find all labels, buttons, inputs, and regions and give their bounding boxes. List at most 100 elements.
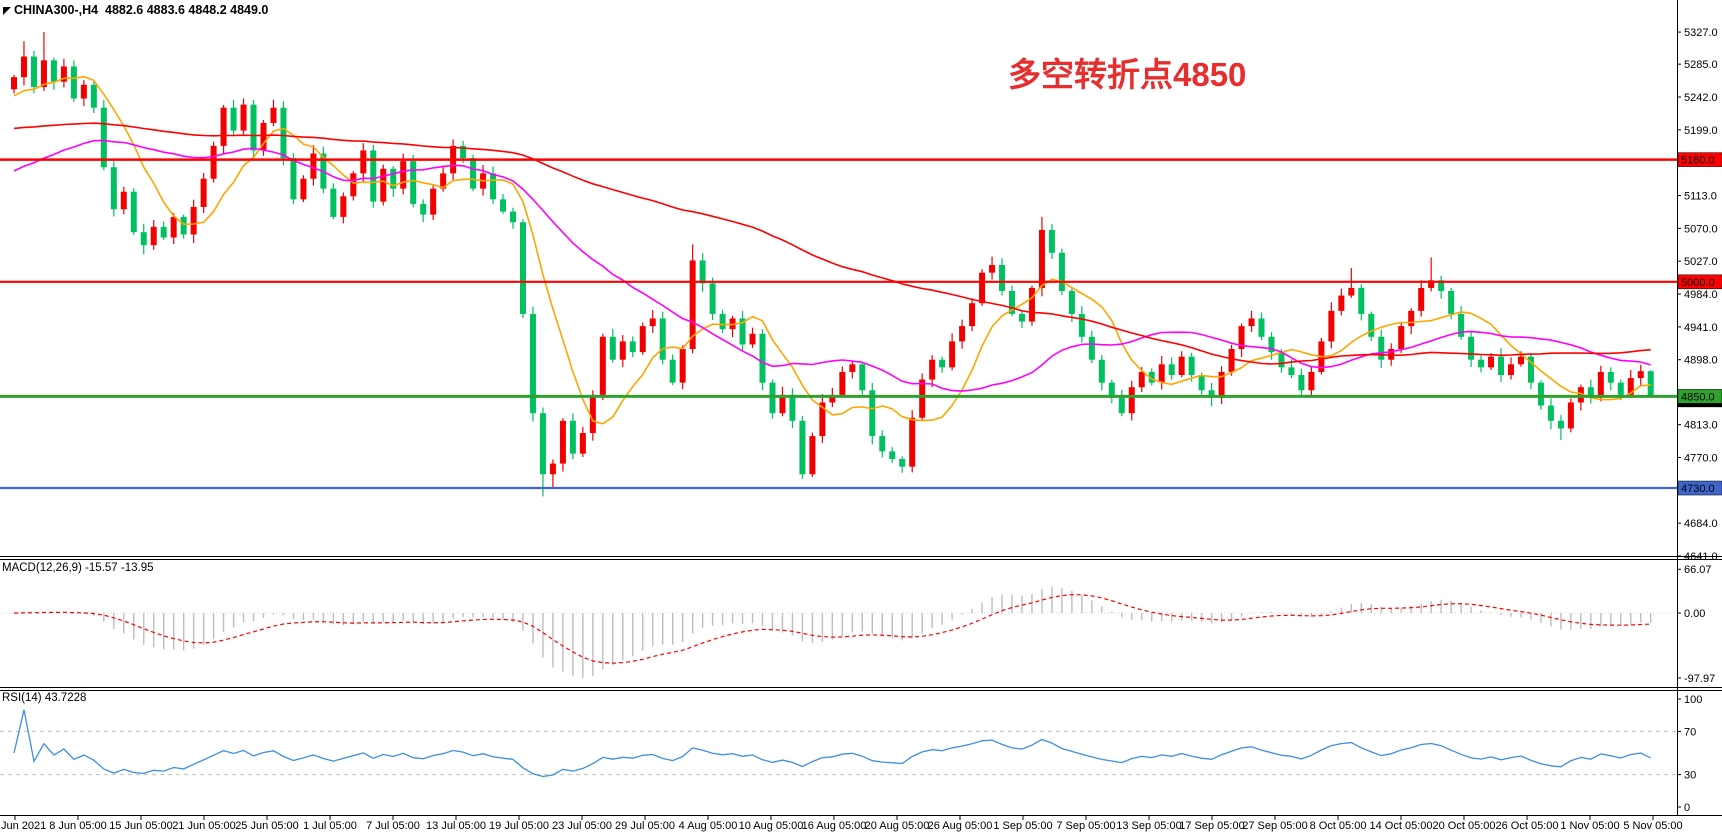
macd-axis-label: 66.07 [1684, 564, 1712, 576]
main-plot-area[interactable] [0, 0, 1677, 556]
candle [1448, 290, 1455, 314]
candle [1587, 387, 1594, 398]
ma-medium [13, 139, 1651, 392]
candle [70, 66, 77, 99]
time-tick-label: 16 Aug 05:00 [802, 820, 867, 832]
candle [779, 394, 786, 414]
candle [420, 203, 427, 215]
candle [1637, 371, 1644, 379]
ma-line-slow [13, 122, 1651, 365]
candle [679, 349, 686, 383]
candle [839, 371, 846, 395]
candle [1308, 371, 1315, 391]
rsi-axis-label: 0 [1684, 802, 1690, 814]
candle [1048, 229, 1055, 253]
candle [260, 122, 267, 151]
time-tick-label: 4 Aug 05:00 [679, 820, 738, 832]
candle [929, 359, 936, 380]
candle [1418, 287, 1425, 311]
candle [559, 420, 566, 464]
candle [430, 188, 437, 215]
candlestick-series [11, 32, 1654, 497]
hline-price-label: 5000.0 [1681, 277, 1715, 289]
chart-title: CHINA300-,H4 4882.6 4883.6 4848.2 4849.0 [14, 3, 268, 17]
time-tick-label: 27 Sep 05:00 [1242, 820, 1307, 832]
rsi-panel-area[interactable] [0, 690, 1677, 815]
candle [1188, 356, 1195, 375]
candle [539, 413, 546, 475]
candle [1208, 390, 1215, 398]
price-axis[interactable]: 5327.0 5285.0 5242.0 5199.0 5113.0 5070.0 5027… [1677, 27, 1722, 563]
candle [639, 326, 646, 353]
candle [150, 226, 157, 246]
candle [1088, 336, 1095, 360]
price-tick-label: 5113.0 [1684, 191, 1717, 203]
time-tick-label: 1 Nov 05:00 [1560, 820, 1619, 832]
candle [1168, 364, 1175, 375]
candle [1098, 359, 1105, 383]
candle [809, 436, 816, 475]
candle [120, 191, 127, 210]
candle [1537, 382, 1544, 406]
candle [1378, 336, 1385, 360]
candle [889, 451, 896, 460]
candle [1128, 387, 1135, 414]
candle [1348, 287, 1355, 296]
candle [1038, 229, 1045, 288]
candle [619, 341, 626, 360]
candle [629, 341, 636, 353]
price-tick-label: 4984.0 [1684, 289, 1718, 301]
time-axis[interactable]: Jun 2021 8 Jun 05:00 15 Jun 05:00 21 Jun 05… [1, 815, 1683, 832]
candle [939, 359, 946, 368]
price-tick-label: 5199.0 [1684, 125, 1718, 137]
candle [1527, 356, 1534, 383]
candle [819, 402, 826, 437]
candle [1368, 313, 1375, 337]
time-tick-label: 13 Jul 05:00 [426, 820, 486, 832]
price-tick-label: 4770.0 [1684, 452, 1718, 464]
candle [1078, 313, 1085, 337]
price-tick-label: 4941.0 [1684, 322, 1718, 334]
time-tick-label: Jun 2021 [1, 820, 46, 832]
candle [789, 394, 796, 421]
candle [20, 56, 27, 78]
hline-price-label: 4850.0 [1681, 391, 1715, 403]
collapse-indicator-icon[interactable] [3, 7, 11, 15]
macd-axis-label: -97.97 [1684, 673, 1715, 685]
candle [240, 104, 247, 131]
candle [1328, 310, 1335, 342]
time-tick-label: 26 Aug 05:00 [928, 820, 993, 832]
candle [190, 206, 197, 235]
candle [919, 379, 926, 418]
candle [859, 364, 866, 391]
ma-line-medium [13, 139, 1651, 392]
time-tick-label: 7 Jul 05:00 [366, 820, 420, 832]
time-tick-label: 5 Nov 05:00 [1623, 820, 1682, 832]
candle [1009, 290, 1015, 314]
macd-panel-area[interactable] [0, 560, 1677, 686]
candle [1517, 356, 1524, 365]
rsi-line [13, 709, 1651, 778]
candle [899, 459, 906, 467]
candle [1018, 313, 1025, 322]
candle [1398, 326, 1405, 350]
candle [1058, 252, 1065, 291]
indicator-axes[interactable]: 66.07 0.00 -97.97 100 70 30 0 [1677, 564, 1715, 814]
hline-price-label: 4730.0 [1681, 483, 1715, 495]
candle [300, 178, 307, 200]
text-annotation: 多空转折点4850 [1008, 56, 1247, 93]
candle [390, 168, 397, 189]
candle [1438, 280, 1445, 291]
candle [470, 158, 477, 189]
candle [1617, 382, 1624, 395]
candle [829, 394, 836, 403]
time-tick-label: 25 Jun 05:00 [235, 820, 299, 832]
candle [170, 216, 177, 238]
candle [360, 150, 367, 174]
candle [180, 216, 187, 235]
candle [230, 107, 237, 131]
candle [749, 333, 756, 345]
candle [599, 336, 606, 395]
price-tick-label: 4813.0 [1684, 420, 1718, 432]
